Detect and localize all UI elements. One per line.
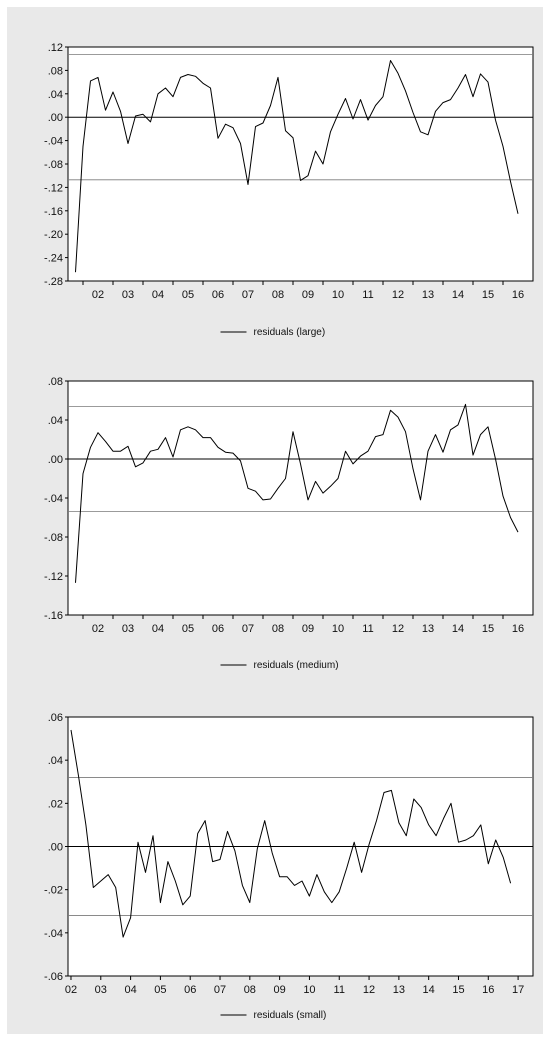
x-tick-label: 11 (362, 623, 373, 635)
legend-label: residuals (large) (254, 327, 326, 338)
y-tick-label: .08 (48, 65, 63, 77)
y-tick-label: .04 (48, 89, 63, 101)
legend-label: residuals (small) (254, 1010, 327, 1021)
x-tick-label: 13 (393, 984, 405, 996)
y-tick-label: .04 (48, 755, 63, 767)
y-tick-label: -.06 (44, 971, 63, 983)
x-tick-label: 03 (122, 289, 134, 301)
x-tick-label: 17 (512, 984, 524, 996)
x-tick-label: 07 (242, 289, 254, 301)
chart-panel-2: .08 .04 .00 -.04 -.08 -.12 -.16 02 03 04 05 06 07 08 0… (44, 376, 534, 671)
x-tick-label: 12 (363, 984, 375, 996)
x-tick-label: 06 (212, 623, 224, 635)
x-tick-label: 09 (302, 623, 314, 635)
series-line (70, 729, 512, 938)
y-tick-label: -.04 (44, 928, 63, 940)
x-tick-label: 13 (422, 289, 434, 301)
x-tick-label: 11 (362, 289, 373, 301)
x-tick-label: 03 (95, 984, 107, 996)
x-tick-label: 08 (272, 289, 284, 301)
x-tick-label: 15 (482, 289, 494, 301)
x-tick-label: 04 (124, 984, 136, 996)
x-tick-label: 06 (184, 984, 196, 996)
x-tick-label: 05 (182, 289, 194, 301)
x-tick-label: 08 (272, 623, 284, 635)
y-tick-label: .04 (48, 415, 63, 427)
x-tick-label: 06 (212, 289, 224, 301)
x-tick-label: 04 (152, 623, 164, 635)
x-tick-label: 08 (244, 984, 256, 996)
x-tick-label: 02 (92, 289, 104, 301)
y-tick-label: -.12 (44, 571, 63, 583)
x-tick-label: 15 (482, 623, 494, 635)
y-tick-label: .12 (48, 42, 63, 54)
x-tick-label: 14 (452, 289, 464, 301)
y-tick-label: -.16 (44, 206, 63, 218)
plot-area (67, 380, 534, 616)
y-tick-label: -.28 (44, 276, 63, 288)
x-tick-label: 05 (154, 984, 166, 996)
x-tick-label: 12 (392, 289, 404, 301)
y-tick-label: .00 (48, 454, 63, 466)
y-tick-label: -.24 (44, 253, 63, 265)
legend-label: residuals (medium) (254, 660, 339, 671)
x-tick-label: 10 (303, 984, 315, 996)
x-tick-label: 14 (452, 623, 464, 635)
x-tick-label: 16 (512, 289, 524, 301)
y-tick-label: .08 (48, 376, 63, 388)
x-tick-label: 10 (332, 623, 344, 635)
series-line (75, 60, 519, 273)
y-tick-label: -.08 (44, 159, 63, 171)
y-tick-label: -.20 (44, 229, 63, 241)
x-tick-label: 07 (214, 984, 226, 996)
x-tick-label: 03 (122, 623, 134, 635)
plot-area (67, 46, 534, 282)
y-tick-label: .00 (48, 112, 63, 124)
y-tick-label: .02 (48, 798, 63, 810)
x-tick-label: 12 (392, 623, 404, 635)
residuals-figure: .12 .08 .04 .00 -.04 -.08 -.12 -.16 -.20 -.24 -.28… (7, 7, 543, 1034)
x-tick-label: 10 (332, 289, 344, 301)
x-tick-label: 09 (274, 984, 286, 996)
y-tick-label: -.02 (44, 885, 63, 897)
y-tick-label: .00 (48, 842, 63, 854)
x-tick-label: 15 (452, 984, 464, 996)
x-tick-label: 05 (182, 623, 194, 635)
y-tick-label: -.04 (44, 136, 63, 148)
x-tick-label: 16 (512, 623, 524, 635)
series-line (75, 403, 519, 583)
y-tick-label: -.16 (44, 610, 63, 622)
x-tick-label: 02 (65, 984, 77, 996)
x-tick-label: 14 (423, 984, 435, 996)
y-tick-label: -.04 (44, 493, 63, 505)
chart-panel-1: .12 .08 .04 .00 -.04 -.08 -.12 -.16 -.20 -.24 -.28… (44, 42, 534, 338)
y-tick-label: -.08 (44, 532, 63, 544)
x-tick-label: 02 (92, 623, 104, 635)
x-tick-label: 16 (482, 984, 494, 996)
x-tick-label: 13 (422, 623, 434, 635)
x-tick-label: 07 (242, 623, 254, 635)
residual-charts: .12 .08 .04 .00 -.04 -.08 -.12 -.16 -.20 -.24 -.28… (44, 42, 534, 1021)
x-tick-label: 11 (334, 984, 345, 996)
x-tick-label: 09 (302, 289, 314, 301)
y-tick-label: .06 (48, 712, 63, 724)
y-tick-label: -.12 (44, 182, 63, 194)
x-tick-label: 04 (152, 289, 164, 301)
